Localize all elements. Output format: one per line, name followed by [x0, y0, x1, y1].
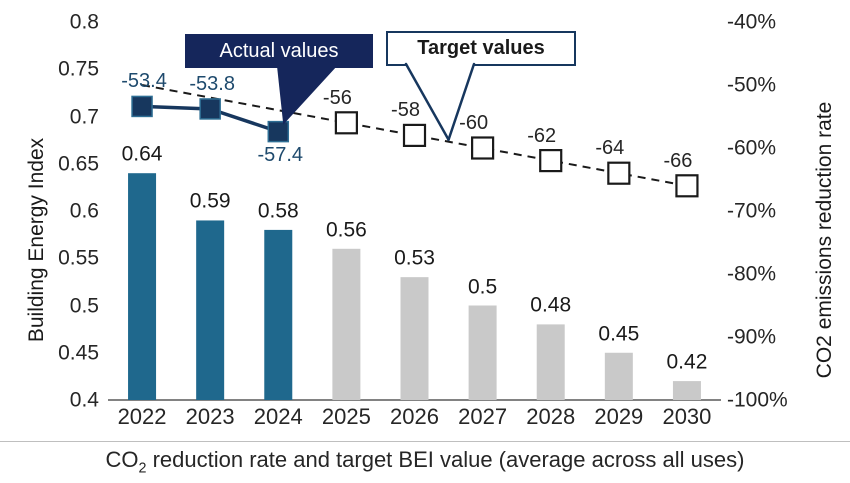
bar-2024	[264, 229, 293, 400]
point-label-2024--57.4: -57.4	[257, 143, 304, 166]
right-axis-tick--40%: -40%	[727, 10, 777, 34]
caption-text: reduction rate and target BEI value (ave…	[146, 447, 745, 472]
x-axis-tick-2025: 2025	[321, 404, 371, 429]
bar-value-label-2029: 0.45	[598, 322, 640, 346]
point-label-2027--60: -60	[459, 112, 489, 134]
left-axis-tick-0.55: 0.55	[58, 246, 99, 270]
caption-subscript-2: 2	[138, 460, 147, 477]
bar-value-label-2024: 0.58	[257, 199, 299, 223]
bar-2027	[468, 305, 497, 400]
bar-value-label-2027: 0.5	[468, 275, 498, 298]
marker-actual-2023	[199, 98, 221, 120]
marker-target-2025	[334, 111, 358, 135]
point-label-2030--66: -66	[663, 149, 693, 172]
x-axis-tick-2023: 2023	[185, 404, 235, 429]
left-axis-tick-0.65: 0.65	[58, 152, 99, 176]
bar-2026	[400, 277, 429, 400]
left-axis-tick-0.4: 0.4	[69, 388, 99, 412]
target-values-label: Target values	[417, 37, 545, 59]
x-axis-tick-2028: 2028	[526, 404, 576, 429]
marker-target-2027	[471, 136, 495, 160]
right-axis-tick--80%: -80%	[727, 262, 777, 286]
chart-caption: CO2 reduction rate and target BEI value …	[0, 447, 850, 476]
left-axis-tick-0.5: 0.5	[69, 294, 99, 317]
x-axis-tick-2029: 2029	[594, 404, 644, 429]
bar-value-label-2026: 0.53	[394, 246, 435, 270]
right-axis-tick--90%: -90%	[727, 325, 777, 349]
point-label-2023--53.8: -53.8	[189, 72, 235, 95]
bar-value-label-2025: 0.56	[325, 218, 367, 242]
bar-2028	[536, 324, 565, 400]
x-axis-tick-2030: 2030	[662, 404, 712, 429]
x-axis-tick-2022: 2022	[117, 404, 167, 429]
point-label-2029--64: -64	[595, 137, 625, 160]
marker-target-2028	[539, 149, 563, 173]
bar-2030	[672, 381, 701, 400]
point-label-2025--56: -56	[322, 86, 352, 109]
bar-2023	[196, 220, 225, 400]
bar-2029	[604, 352, 633, 400]
point-label-2028--62: -62	[527, 124, 557, 147]
right-axis-tick--70%: -70%	[727, 199, 777, 223]
actual-values-label: Actual values	[219, 39, 339, 62]
x-axis-tick-2027: 2027	[458, 404, 508, 429]
left-axis-tick-0.45: 0.45	[58, 341, 99, 365]
right-axis-tick--60%: -60%	[727, 136, 777, 160]
x-axis-tick-2024: 2024	[253, 404, 303, 429]
left-axis-tick-0.8: 0.8	[69, 10, 99, 34]
bar-2025	[332, 248, 361, 400]
left-axis-tick-0.6: 0.6	[69, 199, 99, 223]
caption-divider	[0, 441, 850, 442]
left-axis-tick-0.75: 0.75	[58, 57, 99, 81]
caption-co: CO	[105, 447, 139, 472]
marker-actual-2024	[267, 120, 290, 143]
left-axis-tick-0.7: 0.7	[69, 105, 99, 128]
point-label-2026--58: -58	[391, 99, 420, 122]
bar-2022	[128, 173, 157, 400]
bar-value-label-2030: 0.42	[666, 350, 708, 374]
marker-target-2030	[675, 174, 699, 198]
right-axis-tick--100%: -100%	[727, 388, 788, 412]
bar-value-label-2028: 0.48	[530, 293, 572, 317]
marker-actual-2022	[131, 95, 153, 118]
marker-target-2029	[607, 161, 631, 185]
bar-value-label-2022: 0.64	[121, 142, 163, 166]
right-axis-tick--50%: -50%	[727, 73, 777, 97]
marker-target-2026	[402, 123, 427, 148]
point-label-2022--53.4: -53.4	[121, 70, 167, 93]
right-axis-title: CO2 emissions reduction rate	[813, 101, 836, 379]
target-values-callout: Target values	[386, 31, 576, 66]
bar-value-label-2023: 0.59	[189, 189, 231, 213]
x-axis-tick-2026: 2026	[390, 404, 439, 429]
actual-values-callout: Actual values	[185, 34, 373, 68]
